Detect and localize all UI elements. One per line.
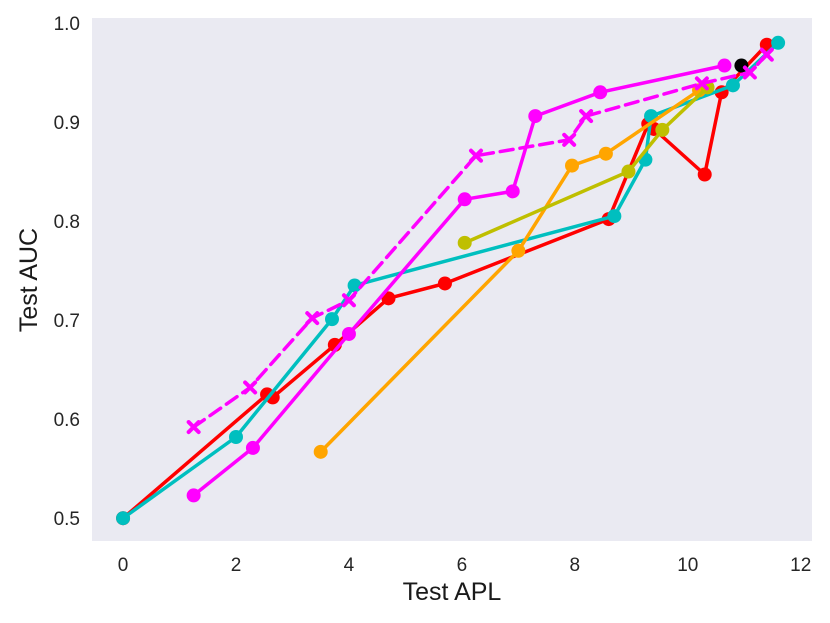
series-3 bbox=[313, 83, 707, 459]
series-1 bbox=[116, 35, 786, 526]
data-point bbox=[562, 132, 577, 147]
data-point bbox=[341, 293, 356, 308]
data-point bbox=[607, 209, 622, 224]
data-point bbox=[245, 440, 260, 455]
data-point bbox=[116, 511, 131, 526]
data-point bbox=[243, 380, 258, 395]
data-point bbox=[742, 65, 757, 80]
data-point bbox=[655, 122, 670, 137]
data-point bbox=[528, 109, 543, 124]
data-point bbox=[347, 278, 362, 293]
data-point bbox=[186, 488, 201, 503]
data-point bbox=[381, 291, 396, 306]
data-point bbox=[694, 76, 709, 91]
y-tick-label: 1.0 bbox=[54, 14, 80, 35]
x-tick-label: 4 bbox=[344, 555, 355, 576]
y-tick-label: 0.7 bbox=[54, 311, 80, 332]
series-line bbox=[191, 52, 769, 429]
data-point bbox=[579, 109, 594, 124]
data-point bbox=[325, 312, 339, 327]
data-point bbox=[593, 85, 608, 100]
data-point bbox=[505, 184, 520, 199]
x-tick-label: 0 bbox=[118, 555, 129, 576]
data-point bbox=[457, 235, 472, 250]
data-point bbox=[697, 167, 712, 182]
y-tick-label: 0.5 bbox=[54, 509, 80, 530]
x-tick-labels: 0 2 4 6 8 10 12 bbox=[118, 555, 812, 576]
series-line bbox=[191, 63, 727, 498]
data-point bbox=[621, 164, 636, 179]
y-tick-labels: 0.5 0.6 0.7 0.8 0.9 1.0 bbox=[54, 14, 80, 530]
y-tick-label: 0.9 bbox=[54, 113, 80, 134]
data-point bbox=[511, 243, 526, 258]
data-point bbox=[771, 35, 786, 50]
data-point bbox=[565, 158, 579, 173]
data-point bbox=[457, 192, 472, 207]
data-point bbox=[229, 429, 243, 444]
y-axis-label: Test AUC bbox=[15, 228, 43, 332]
data-point bbox=[717, 58, 732, 73]
x-tick-label: 6 bbox=[457, 555, 468, 576]
y-tick-label: 0.8 bbox=[54, 212, 80, 233]
data-point bbox=[725, 78, 740, 93]
data-point bbox=[437, 276, 452, 291]
data-point bbox=[759, 47, 774, 62]
data-point bbox=[469, 148, 483, 163]
series-2 bbox=[186, 58, 732, 503]
x-tick-label: 8 bbox=[570, 555, 581, 576]
data-point bbox=[313, 444, 328, 459]
y-tick-label: 0.6 bbox=[54, 410, 80, 431]
series-line bbox=[462, 85, 710, 245]
data-point bbox=[341, 326, 356, 341]
series-layer bbox=[116, 35, 786, 526]
series-6 bbox=[186, 47, 774, 435]
data-point bbox=[598, 146, 613, 161]
data-point bbox=[305, 311, 320, 326]
x-tick-label: 2 bbox=[231, 555, 242, 576]
x-tick-label: 10 bbox=[677, 555, 698, 576]
x-tick-label: 12 bbox=[790, 555, 811, 576]
x-axis-label: Test APL bbox=[403, 578, 502, 606]
data-point bbox=[186, 420, 201, 435]
